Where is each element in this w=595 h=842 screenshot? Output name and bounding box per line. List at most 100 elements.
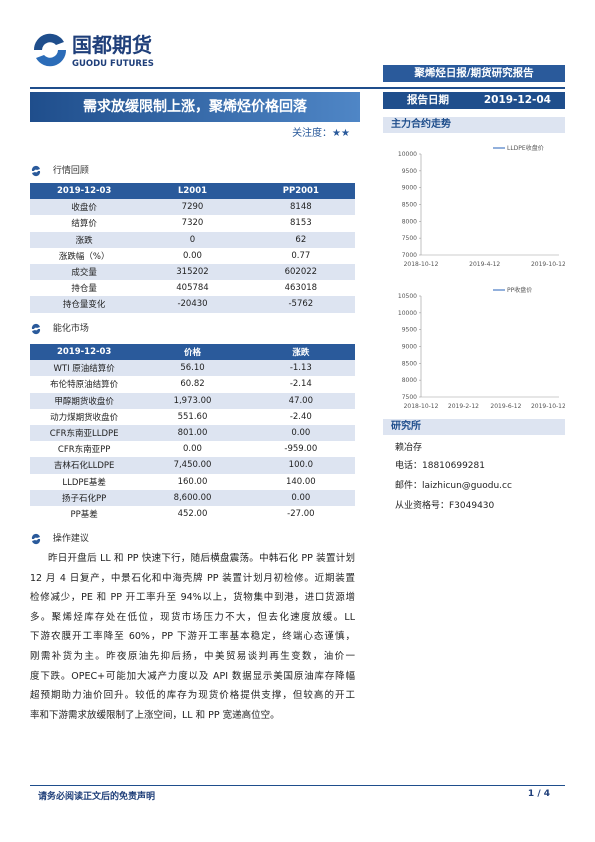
text-line: 率和下游需求放缓限制了上涨空间，LL 和 PP 宽递高位空。: [30, 709, 280, 721]
text-line: 12 月 4 日复产，中景石化和中海壳牌 PP 装置计划月初检修。近期装置: [30, 572, 355, 584]
table-row: 涨跌 0 62: [30, 231, 355, 248]
column-header: 价格: [138, 344, 247, 361]
table-cell: 1,973.00: [138, 392, 247, 409]
table-cell: 0: [138, 231, 247, 248]
table-row: 结算价 7320 8153: [30, 215, 355, 231]
table-cell: 成交量: [30, 263, 139, 281]
y-tick-label: 8000: [402, 218, 417, 225]
table-cell: 0.77: [291, 250, 311, 261]
logo: 国都期货 GUODU FUTURES: [33, 33, 154, 69]
table-cell: 801.00: [138, 424, 247, 442]
y-tick-label: 8500: [402, 202, 417, 209]
table-row: 收盘价 7290 8148: [30, 199, 355, 216]
table-row: 涨跌幅（%） 0.00 0.77: [30, 248, 355, 264]
table-row: WTI 原油结算价 56.10 -1.13: [30, 360, 355, 377]
institute-heading: 研究所: [383, 419, 565, 435]
section-heading: 行情回顾: [52, 166, 89, 176]
table-row: PP基差 452.00 -27.00: [30, 506, 355, 522]
table-row: 动力煤期货收盘价 551.60 -2.40: [30, 409, 355, 425]
market-table: 2019-12-03 L2001 PP2001 收盘价 7290 8148 结算价 7320 8…: [30, 183, 355, 313]
logo-sub: GUODU FUTURES: [72, 59, 154, 69]
text-line: 下游农膜开工率降至 60%，PP 下游开工率基本稳定，终端心态谨慎，: [30, 631, 355, 643]
date-bar: 报告日期 2019-12-04: [383, 92, 565, 109]
table-row: 布伦特原油结算价 60.82 -2.14: [30, 376, 355, 392]
column-header: L2001: [138, 183, 247, 200]
table-cell: 0.00: [246, 424, 355, 442]
text-line: 昨日开盘后 LL 和 PP 快速下行，随后横盘震荡。中韩石化 PP 装置计划: [48, 553, 355, 564]
legend-label: LLDPE收盘价: [507, 144, 544, 152]
section-icon: [31, 533, 41, 544]
table-header: 2019-12-03 价格 涨跌: [30, 344, 355, 361]
logo-name: 国都期货: [72, 33, 152, 57]
table-cell: -20430: [138, 296, 247, 313]
table-row: 成交量 315202 602022: [30, 263, 355, 281]
table-cell: 160.00: [177, 476, 208, 487]
section: 能化市场: [30, 321, 89, 335]
x-tick-label: 2018-10-12: [404, 403, 439, 410]
table-cell: 涨跌幅（%）: [58, 251, 110, 262]
table-cell: 602022: [246, 263, 355, 281]
text-line: 刚需补货为主。昨夜原油先抑后扬，中美贸易谈判再生变数，油价一: [30, 651, 355, 662]
logo-icon: [36, 50, 67, 67]
section-icon: [31, 165, 41, 176]
column-header: PP2001: [246, 183, 355, 200]
table-cell: 持仓量变化: [30, 296, 139, 313]
table-cell: 315202: [138, 263, 247, 281]
y-tick-label: 9500: [402, 168, 417, 175]
chem-table: 2019-12-03 价格 涨跌 WTI 原油结算价 56.10 -1.13 布伦特原油结算…: [30, 344, 355, 522]
section: 操作建议: [30, 531, 89, 545]
y-tick-label: 7000: [402, 252, 417, 259]
table-cell: 动力煤期货收盘价: [50, 412, 119, 423]
table-cell: 涨跌: [30, 231, 139, 248]
table-cell: -2.14: [289, 379, 312, 390]
table-cell: 56.10: [138, 360, 247, 377]
table-cell: 7320: [181, 218, 204, 229]
table-cell: 吉林石化LLDPE: [30, 457, 139, 474]
y-tick-label: 7500: [402, 235, 417, 242]
table-cell: 7,450.00: [138, 457, 247, 474]
logo-icon: [33, 33, 64, 50]
table-cell: 62: [246, 231, 355, 248]
header-rule: [30, 87, 565, 89]
date-label: 报告日期: [407, 94, 449, 106]
table-cell: 0.00: [183, 444, 202, 455]
table-row: CFR东南亚LLDPE 801.00 0.00: [30, 424, 355, 442]
x-tick-label: 2018-10-12: [404, 261, 439, 268]
table-cell: 8148: [246, 199, 355, 216]
report-title: 需求放缓限制上涨，聚烯烃价格回落: [30, 92, 360, 122]
y-tick-label: 7500: [402, 394, 417, 401]
text-line: 度下跌。OPEC+可能加大减产力度以及 API 数据显示美国原油库存降幅: [30, 670, 355, 682]
table-cell: -5762: [246, 296, 355, 313]
table-cell: 结算价: [71, 219, 97, 230]
y-tick-label: 10000: [398, 310, 417, 317]
table-cell: -959.00: [284, 444, 318, 455]
column-header: 2019-12-03: [30, 344, 139, 361]
advice-text: 昨日开盘后 LL 和 PP 快速下行，随后横盘震荡。中韩石化 PP 装置计划 12…: [30, 550, 355, 730]
section-icon: [31, 323, 41, 334]
table-cell: 收盘价: [30, 199, 139, 216]
x-tick-label: 2019-4-12: [469, 261, 500, 268]
attention: 关注度：★★: [292, 128, 350, 139]
table-row: CFR东南亚PP 0.00 -959.00: [30, 441, 355, 457]
chart-heading: 主力合约走势: [383, 117, 565, 133]
table-row: 吉林石化LLDPE 7,450.00 100.0: [30, 457, 355, 474]
x-tick-label: 2019-6-12: [490, 403, 521, 410]
chart: 7000 7500 8000 8500 9000 9500 10000 2018-10-12 2…: [398, 144, 565, 268]
column-header: 涨跌: [246, 344, 355, 361]
table-cell: 扬子石化PP: [30, 489, 139, 506]
table-row: 甲醇期货收盘价 1,973.00 47.00: [30, 392, 355, 409]
email: 邮件：laizhicun@guodu.cc: [395, 481, 512, 491]
table-cell: 452.00: [177, 508, 208, 519]
table-cell: 甲醇期货收盘价: [30, 392, 139, 409]
date: 2019-12-04: [483, 94, 551, 106]
column-header: 2019-12-03: [30, 183, 139, 200]
table-cell: 8,600.00: [138, 489, 247, 506]
table-cell: 60.82: [180, 379, 205, 390]
section-heading: 能化市场: [52, 324, 89, 334]
table-cell: PP基差: [70, 509, 98, 520]
text-line: 多。聚烯烃库存处在低位，现货市场压力不大，但去化速度放缓。LL: [30, 611, 355, 623]
y-tick-label: 10000: [398, 151, 417, 158]
disclaimer: 请务必阅读正文后的免责声明: [38, 792, 156, 802]
y-tick-label: 9000: [402, 185, 417, 192]
